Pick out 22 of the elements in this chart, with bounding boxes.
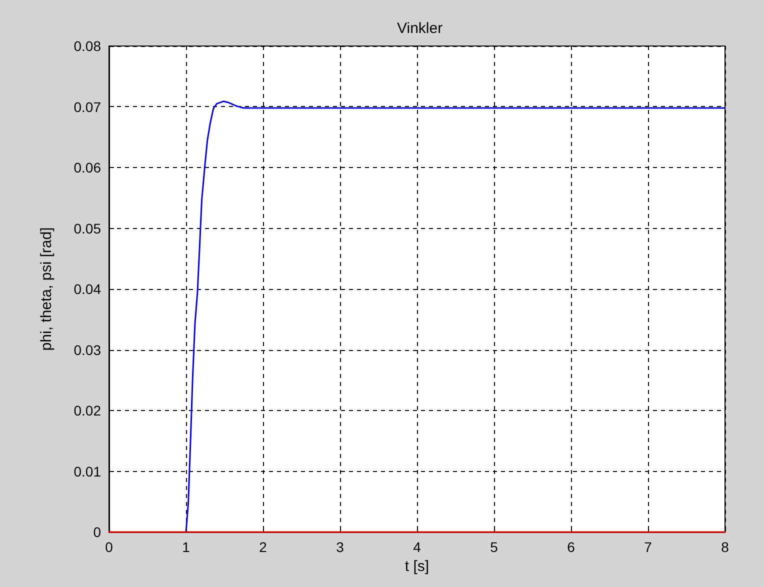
y-axis-title: phi, theta, psi [rad]: [38, 227, 55, 351]
y-tick-label: 0.04: [74, 281, 102, 297]
x-tick-label: 0: [105, 539, 114, 555]
x-tick-label: 5: [490, 539, 498, 555]
x-tick-label: 8: [721, 539, 730, 555]
y-tick-label: 0.05: [74, 220, 102, 236]
y-tick-label: 0.08: [74, 38, 102, 54]
x-tick-label: 3: [336, 539, 344, 555]
y-tick-label: 0.07: [74, 98, 102, 115]
y-tick-label: 0.01: [74, 463, 102, 480]
chart-title: Vinkler: [397, 20, 443, 37]
x-tick-label: 6: [567, 539, 576, 555]
x-axis-title: t [s]: [404, 558, 430, 575]
y-tick-label: 0.02: [74, 402, 102, 418]
y-tick-label: 0: [93, 524, 102, 540]
x-tick-label: 7: [644, 539, 652, 555]
x-tick-label: 1: [182, 539, 190, 555]
x-tick-label: 4: [413, 539, 422, 555]
y-tick-label: 0.03: [74, 342, 102, 358]
y-tick-label: 0.06: [74, 160, 102, 176]
line-series: [185, 100, 726, 533]
x-tick-label: 2: [259, 539, 268, 555]
